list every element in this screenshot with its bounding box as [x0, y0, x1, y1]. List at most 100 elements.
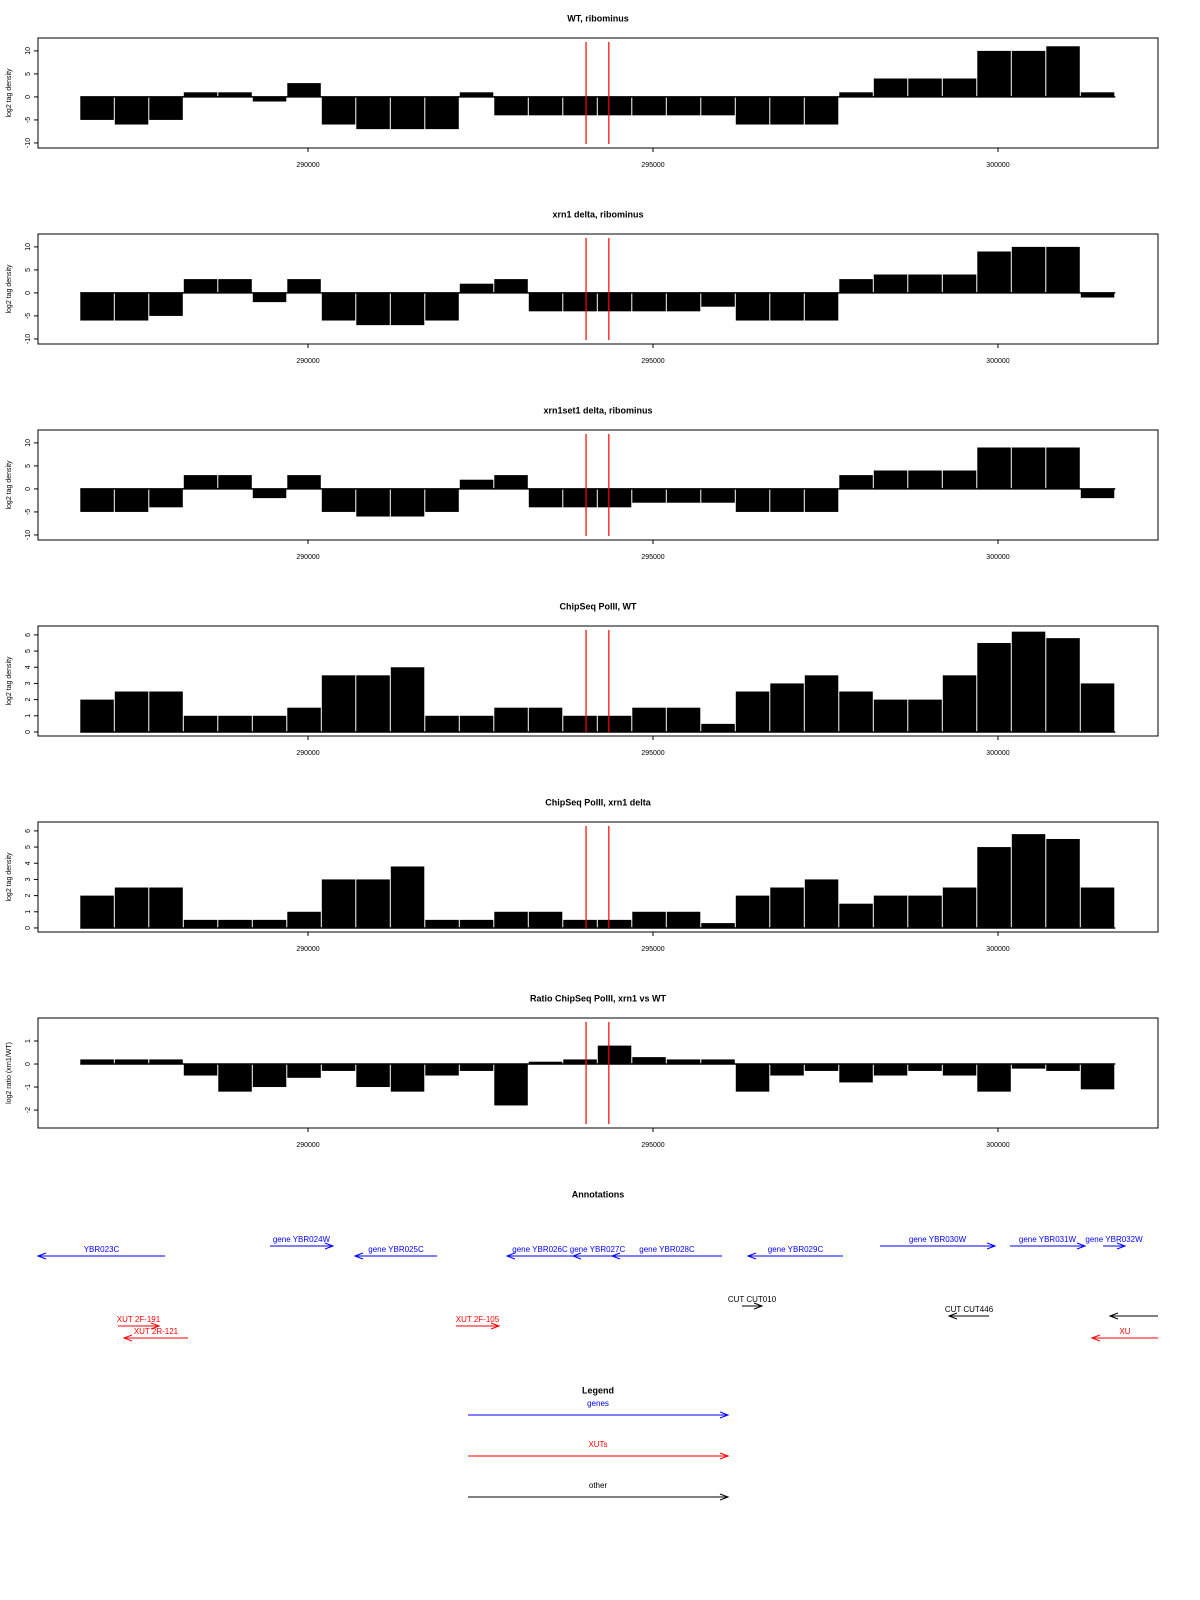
feature-arrow-head: [753, 1302, 764, 1310]
chart-title: xrn1 delta, ribominus: [552, 209, 643, 219]
bar: [528, 488, 563, 508]
bar: [1046, 447, 1080, 489]
bar: [632, 96, 666, 116]
bar: [632, 488, 666, 503]
x-tick-label: 295000: [641, 554, 664, 561]
x-tick-label: 295000: [641, 358, 664, 365]
bar: [597, 488, 632, 508]
y-tick-label: 0: [25, 95, 32, 99]
bar: [1080, 488, 1115, 499]
legend-title: Legend: [582, 1385, 614, 1395]
bar: [701, 292, 735, 307]
bar: [252, 488, 287, 499]
bar: [425, 488, 459, 512]
y-tick-label: -5: [25, 313, 32, 319]
bar: [977, 251, 1011, 293]
bar: [183, 919, 218, 928]
bar: [149, 887, 183, 928]
bar: [839, 475, 873, 489]
bar: [942, 274, 977, 293]
y-tick-label: -10: [25, 138, 32, 148]
bar: [356, 879, 390, 928]
bar: [1046, 638, 1080, 732]
bar: [563, 919, 597, 928]
bar: [218, 715, 252, 732]
bar: [287, 911, 321, 928]
bar: [770, 488, 804, 512]
bar: [528, 911, 563, 928]
feature-label: gene YBR025C: [368, 1245, 424, 1254]
bar: [977, 847, 1011, 928]
y-tick-label: 5: [25, 268, 32, 272]
bar: [425, 96, 459, 130]
plot-frame: [37, 429, 1159, 541]
bar: [735, 96, 770, 125]
bar: [666, 292, 701, 312]
feature-arrow-head: [1090, 1334, 1101, 1342]
bar: [114, 96, 149, 125]
y-tick-label: -10: [25, 530, 32, 540]
bar: [908, 78, 942, 97]
bar: [666, 96, 701, 116]
y-tick-label: 0: [25, 1062, 32, 1066]
x-tick-label: 300000: [986, 750, 1009, 757]
bar: [873, 470, 908, 489]
bar: [459, 283, 494, 293]
bar: [597, 96, 632, 116]
bar: [218, 92, 252, 97]
bar: [597, 292, 632, 312]
bar: [459, 919, 494, 928]
bar: [597, 1045, 632, 1065]
feature-label: gene YBR026C: [512, 1245, 568, 1254]
bar: [1080, 292, 1115, 298]
feature-label: YBR023C: [84, 1245, 120, 1254]
y-tick-label: 10: [25, 439, 32, 447]
x-tick-label: 290000: [296, 750, 319, 757]
bar: [390, 292, 425, 326]
feature-arrow-head: [1116, 1242, 1127, 1250]
feature-arrow-head: [353, 1252, 364, 1260]
bar: [321, 292, 356, 321]
bar: [977, 50, 1011, 97]
bar: [183, 92, 218, 97]
bar: [425, 292, 459, 321]
x-tick-label: 295000: [641, 946, 664, 953]
bar: [459, 92, 494, 97]
bar: [1011, 1064, 1046, 1069]
bar: [804, 1064, 839, 1071]
bar: [114, 488, 149, 512]
bar: [942, 78, 977, 97]
feature-arrow-head: [122, 1334, 133, 1342]
bar: [1011, 631, 1046, 732]
bar: [356, 488, 390, 517]
bar: [80, 699, 114, 732]
bar: [390, 1064, 425, 1092]
y-tick-label: 6: [25, 633, 32, 637]
bar: [252, 292, 287, 303]
chart-title: xrn1set1 delta, ribominus: [543, 405, 652, 415]
bar: [218, 475, 252, 489]
chart-title: ChipSeq PolII, WT: [560, 601, 637, 611]
legend-arrow-head: [719, 1452, 730, 1460]
bar: [252, 1064, 287, 1088]
y-tick-label: 2: [25, 698, 32, 702]
y-tick-label: 3: [25, 681, 32, 685]
y-tick-label: 1: [25, 714, 32, 718]
feature-label: CUT CUT446: [945, 1305, 994, 1314]
y-tick-label: 4: [25, 861, 32, 865]
bar: [1080, 1064, 1115, 1090]
bar: [908, 470, 942, 489]
bar: [183, 279, 218, 293]
y-tick-label: 0: [25, 291, 32, 295]
bar: [528, 292, 563, 312]
bar: [494, 279, 528, 293]
feature-label: gene YBR027C: [570, 1245, 626, 1254]
y-tick-label: 0: [25, 730, 32, 734]
y-tick-label: 1: [25, 910, 32, 914]
y-tick-label: 10: [25, 243, 32, 251]
bar: [149, 488, 183, 508]
bar: [80, 96, 114, 120]
bar: [114, 887, 149, 928]
bar: [666, 911, 701, 928]
y-axis-label: log2 ratio (xrn1/WT): [6, 1042, 13, 1104]
